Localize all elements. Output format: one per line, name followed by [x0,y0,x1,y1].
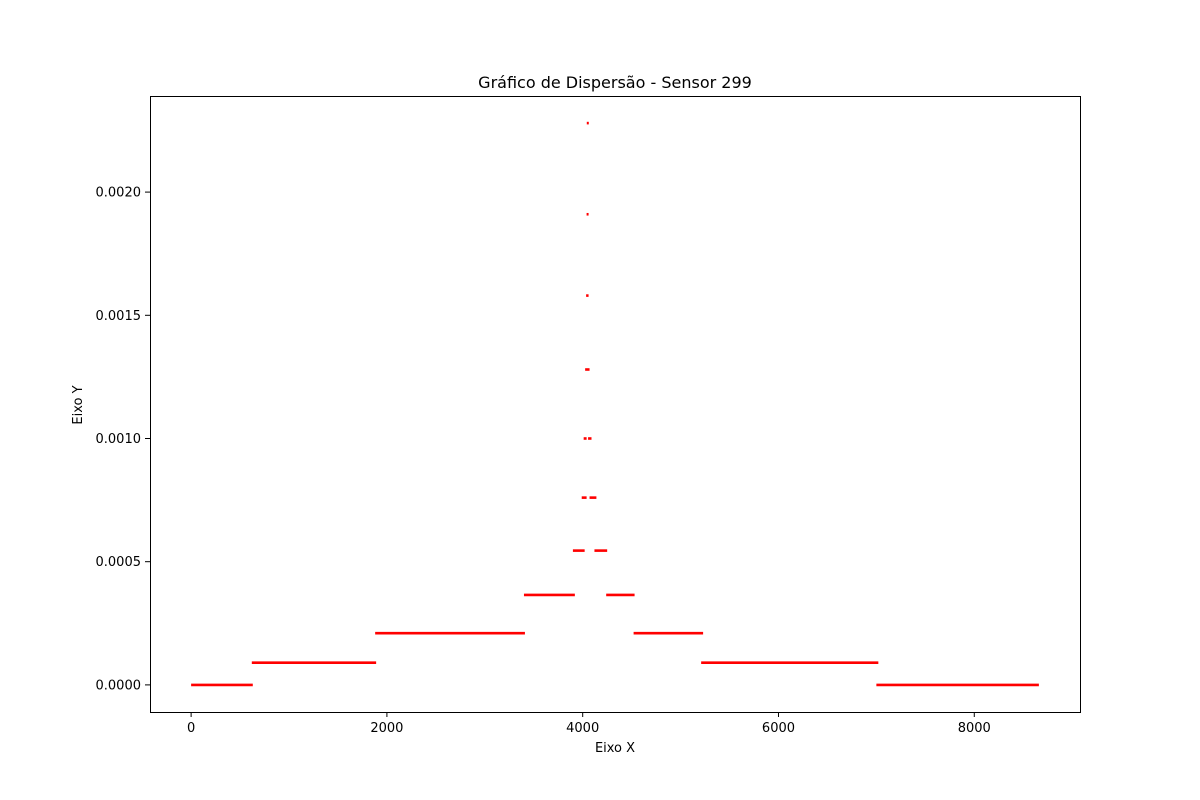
plot-frame [150,96,1081,713]
x-tick-label: 8000 [958,721,991,736]
y-tick-label: 0.0010 [96,432,142,447]
x-tick-label: 6000 [762,721,795,736]
y-tick-label: 0.0000 [96,678,142,693]
x-axis-label: Eixo X [595,741,635,756]
x-tick-label: 0 [187,721,195,736]
chart-title: Gráfico de Dispersão - Sensor 299 [478,73,752,92]
y-tick-label: 0.0015 [96,309,142,324]
x-tick-label: 2000 [370,721,403,736]
y-axis-label: Eixo Y [71,385,86,424]
y-axis: 0.0000 0.0005 0.0010 0.0015 0.0020 [96,186,150,693]
y-tick-label: 0.0005 [96,555,142,570]
y-tick-label: 0.0020 [96,186,142,201]
x-axis: 0 2000 4000 6000 8000 [187,712,991,736]
data-points [191,121,1039,687]
x-tick-label: 4000 [566,721,599,736]
